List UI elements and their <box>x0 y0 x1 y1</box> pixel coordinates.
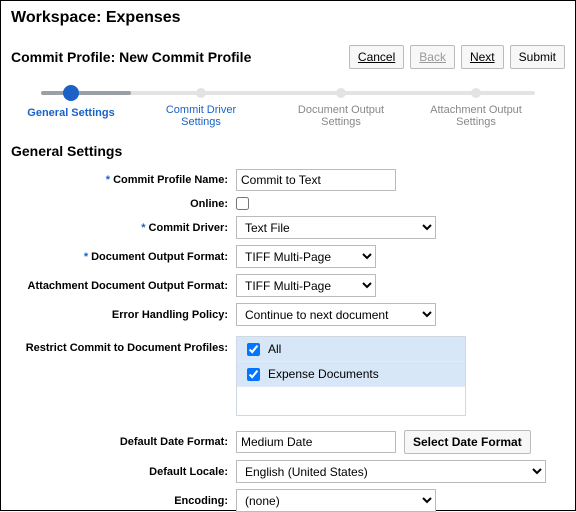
section-title: General Settings <box>11 143 565 159</box>
label-error-handling-policy: Error Handling Policy: <box>11 309 236 321</box>
document-profiles-list: All Expense Documents <box>236 336 466 416</box>
step-attachment-output-settings[interactable]: Attachment Output Settings <box>416 81 536 128</box>
label-default-locale: Default Locale: <box>11 466 236 478</box>
label-default-date-format: Default Date Format: <box>11 436 236 448</box>
back-button[interactable]: Back <box>410 45 455 69</box>
document-output-format-select[interactable]: TIFF Multi-Page <box>236 245 376 268</box>
profile-expense-label: Expense Documents <box>268 367 379 381</box>
profile-all-label: All <box>268 342 281 356</box>
default-locale-select[interactable]: English (United States) <box>236 460 546 483</box>
label-restrict-profiles: Restrict Commit to Document Profiles: <box>11 336 236 354</box>
profile-item-expense[interactable]: Expense Documents <box>237 362 465 387</box>
step-document-output-settings[interactable]: Document Output Settings <box>281 81 401 128</box>
error-handling-policy-select[interactable]: Continue to next document <box>236 303 436 326</box>
step-commit-driver-settings[interactable]: Commit Driver Settings <box>141 81 261 128</box>
label-online: Online: <box>11 198 236 210</box>
select-date-format-button[interactable]: Select Date Format <box>404 430 531 454</box>
label-commit-driver: *Commit Driver: <box>11 222 236 234</box>
workspace-title: Workspace: Expenses <box>11 9 565 27</box>
online-checkbox[interactable] <box>236 197 249 210</box>
stepper: General Settings Commit Driver Settings … <box>11 81 565 127</box>
commit-driver-select[interactable]: Text File <box>236 216 436 239</box>
cancel-button[interactable]: Cancel <box>349 45 404 69</box>
commit-profile-name-input[interactable] <box>236 169 396 191</box>
profile-item-all[interactable]: All <box>237 337 465 362</box>
label-commit-profile-name: *Commit Profile Name: <box>11 174 236 186</box>
profile-title: Commit Profile: New Commit Profile <box>11 49 251 65</box>
encoding-select[interactable]: (none) <box>236 489 436 512</box>
default-date-format-input[interactable] <box>236 431 396 453</box>
profile-expense-checkbox[interactable] <box>247 368 260 381</box>
button-bar: Cancel Back Next Submit <box>349 45 565 69</box>
profile-all-checkbox[interactable] <box>247 343 260 356</box>
label-attachment-output-format: Attachment Document Output Format: <box>11 280 236 292</box>
step-general-settings[interactable]: General Settings <box>11 81 131 119</box>
label-document-output-format: *Document Output Format: <box>11 251 236 263</box>
next-button[interactable]: Next <box>461 45 504 69</box>
submit-button[interactable]: Submit <box>510 45 565 69</box>
attachment-output-format-select[interactable]: TIFF Multi-Page <box>236 274 376 297</box>
label-encoding: Encoding: <box>11 495 236 507</box>
